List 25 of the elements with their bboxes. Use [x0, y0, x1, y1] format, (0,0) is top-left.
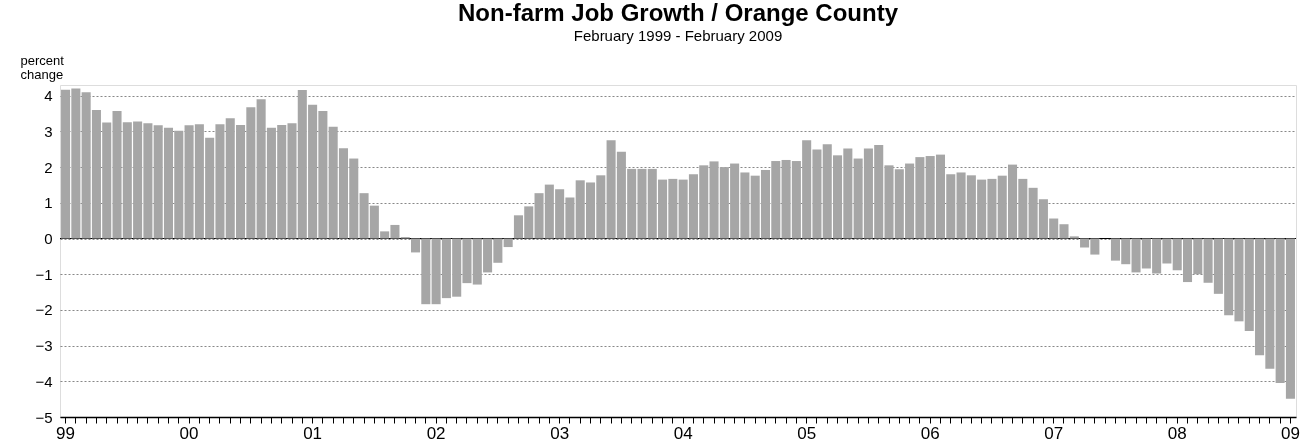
x-tick-label: 03	[550, 423, 570, 443]
x-tick-label: 09	[1280, 423, 1300, 443]
y-tick-label: 4	[44, 87, 53, 105]
x-tick-label: 01	[303, 423, 323, 443]
x-tick-label: 02	[426, 423, 446, 443]
y-tick-label: 2	[44, 158, 53, 176]
y-axis-title: percent change	[20, 52, 65, 82]
y-tick-label: −3	[35, 337, 53, 355]
x-tick-label: 99	[56, 423, 76, 443]
x-tick-label: 07	[1044, 423, 1064, 443]
chart-subtitle: February 1999 - February 2009	[573, 27, 783, 44]
x-tick-label: 08	[1167, 423, 1187, 443]
y-tick-label: −5	[35, 408, 53, 426]
y-tick-label: −1	[35, 265, 53, 283]
y-tick-label: 0	[44, 230, 53, 248]
y-tick-label: −4	[35, 372, 53, 390]
bar	[503, 238, 513, 248]
x-tick-label: 04	[673, 423, 693, 443]
y-tick-label: 1	[44, 194, 53, 212]
x-tick-label: 00	[179, 423, 199, 443]
chart-title: Non-farm Job Growth / Orange County	[457, 0, 899, 26]
x-tick-label: 05	[797, 423, 817, 443]
y-tick-label: −2	[35, 301, 53, 319]
y-tick-label: 3	[44, 122, 53, 140]
x-tick-label: 06	[920, 423, 940, 443]
